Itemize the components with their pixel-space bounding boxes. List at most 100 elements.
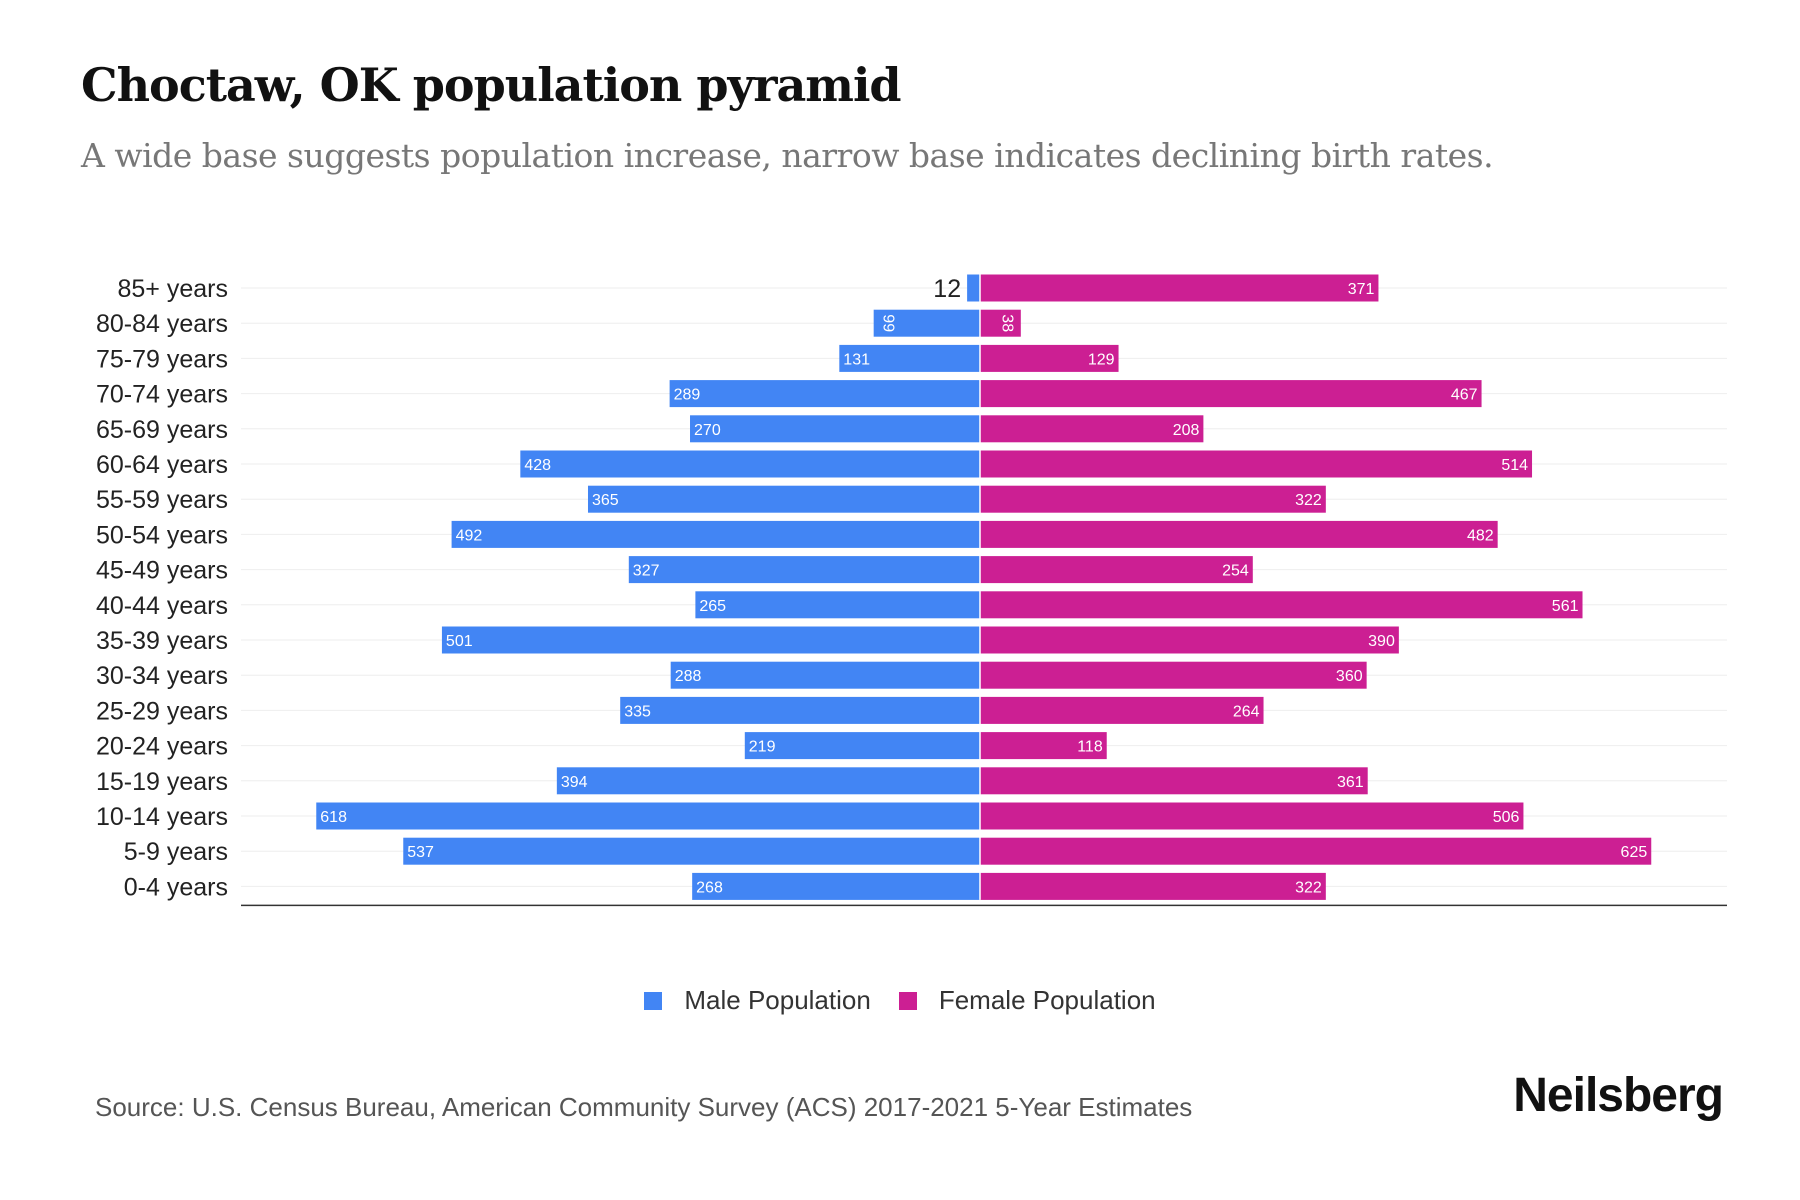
category-label: 35-39 years [96, 627, 228, 655]
data-label: 537 [407, 844, 434, 861]
female-bar [980, 837, 1652, 865]
category-label: 65-69 years [96, 416, 228, 444]
female-bar [980, 767, 1368, 795]
category-label: 25-29 years [96, 697, 228, 725]
data-label: 482 [1467, 527, 1494, 544]
data-label: 371 [1348, 281, 1375, 298]
male-bar [967, 274, 980, 302]
data-label: 467 [1451, 387, 1478, 404]
male-bar [695, 591, 980, 619]
female-bar [980, 309, 1021, 337]
data-label: 360 [1336, 668, 1363, 685]
data-label: 129 [1088, 351, 1115, 368]
female-bar [980, 380, 1482, 408]
female-bar [980, 591, 1583, 619]
category-label: 50-54 years [96, 521, 228, 549]
category-label: 20-24 years [96, 733, 228, 761]
data-label: 514 [1501, 457, 1528, 474]
data-label: 335 [624, 703, 651, 720]
data-label: 492 [456, 527, 483, 544]
female-bar [980, 626, 1399, 654]
female-bar [980, 661, 1367, 689]
legend-label-female: Female Population [938, 985, 1156, 1015]
female-bar [980, 415, 1204, 443]
male-bar [403, 837, 981, 865]
female-bar [980, 485, 1326, 513]
male-bar [839, 344, 980, 372]
category-label: 60-64 years [96, 451, 228, 479]
data-label: 365 [592, 492, 619, 509]
female-bar [980, 274, 1379, 302]
data-label: 268 [696, 879, 723, 896]
legend-swatch-male [644, 991, 663, 1010]
neilsberg-logo: Neilsberg [1513, 1069, 1724, 1122]
male-bar [669, 380, 980, 408]
male-bar [873, 309, 980, 337]
data-label: 270 [694, 422, 721, 439]
data-label: 264 [1233, 703, 1260, 720]
female-bar [980, 556, 1253, 584]
female-bar [980, 520, 1498, 548]
male-bar [692, 872, 980, 900]
female-bar [980, 872, 1326, 900]
chart-title: Choctaw, OK population pyramid [81, 58, 902, 112]
male-bar [451, 520, 980, 548]
category-label: 85+ years [118, 275, 229, 303]
category-label: 30-34 years [96, 662, 228, 690]
male-bar [587, 485, 980, 513]
category-label: 80-84 years [96, 310, 228, 338]
male-bar [441, 626, 980, 654]
data-label: 561 [1552, 598, 1579, 615]
data-label: 219 [749, 739, 776, 756]
data-label: 322 [1295, 492, 1322, 509]
female-bar [980, 696, 1264, 724]
male-bar [628, 556, 980, 584]
legend-item-male[interactable]: Male Population [644, 985, 871, 1016]
female-bar [980, 732, 1107, 760]
data-label: 12 [933, 275, 961, 303]
category-label: 45-49 years [96, 557, 228, 585]
category-label: 75-79 years [96, 345, 228, 373]
legend-item-female[interactable]: Female Population [898, 985, 1156, 1016]
category-label: 5-9 years [124, 838, 228, 866]
chart-subtitle: A wide base suggests population increase… [81, 136, 1494, 175]
category-label: 0-4 years [124, 873, 228, 901]
male-bar [744, 732, 980, 760]
data-label: 265 [699, 598, 726, 615]
category-label: 55-59 years [96, 486, 228, 514]
category-label: 40-44 years [96, 592, 228, 620]
legend-label-male: Male Population [684, 985, 871, 1015]
data-label: 327 [633, 563, 660, 580]
data-label: 618 [320, 809, 347, 826]
data-label: 289 [674, 387, 701, 404]
female-bar [980, 344, 1119, 372]
female-bar [980, 450, 1533, 478]
male-bar [690, 415, 980, 443]
source-note: Source: U.S. Census Bureau, American Com… [95, 1092, 1193, 1122]
data-label: 361 [1337, 774, 1364, 791]
legend-swatch-female [898, 991, 917, 1010]
male-bar [556, 767, 980, 795]
data-label: 38 [999, 314, 1016, 332]
male-bar [316, 802, 980, 830]
data-label: 506 [1493, 809, 1520, 826]
male-bar [670, 661, 980, 689]
data-label: 99 [879, 314, 896, 332]
data-label: 288 [675, 668, 702, 685]
category-label: 70-74 years [96, 381, 228, 409]
data-label: 390 [1368, 633, 1395, 650]
data-label: 501 [446, 633, 473, 650]
data-label: 322 [1295, 879, 1322, 896]
category-label: 15-19 years [96, 768, 228, 796]
data-label: 254 [1222, 563, 1249, 580]
data-label: 131 [843, 351, 870, 368]
legend: Male Population Female Population [0, 985, 1800, 1016]
data-label: 428 [524, 457, 551, 474]
female-bar [980, 802, 1524, 830]
category-label: 10-14 years [96, 803, 228, 831]
data-label: 625 [1621, 844, 1648, 861]
data-label: 394 [561, 774, 588, 791]
data-label: 208 [1173, 422, 1200, 439]
male-bar [620, 696, 980, 724]
